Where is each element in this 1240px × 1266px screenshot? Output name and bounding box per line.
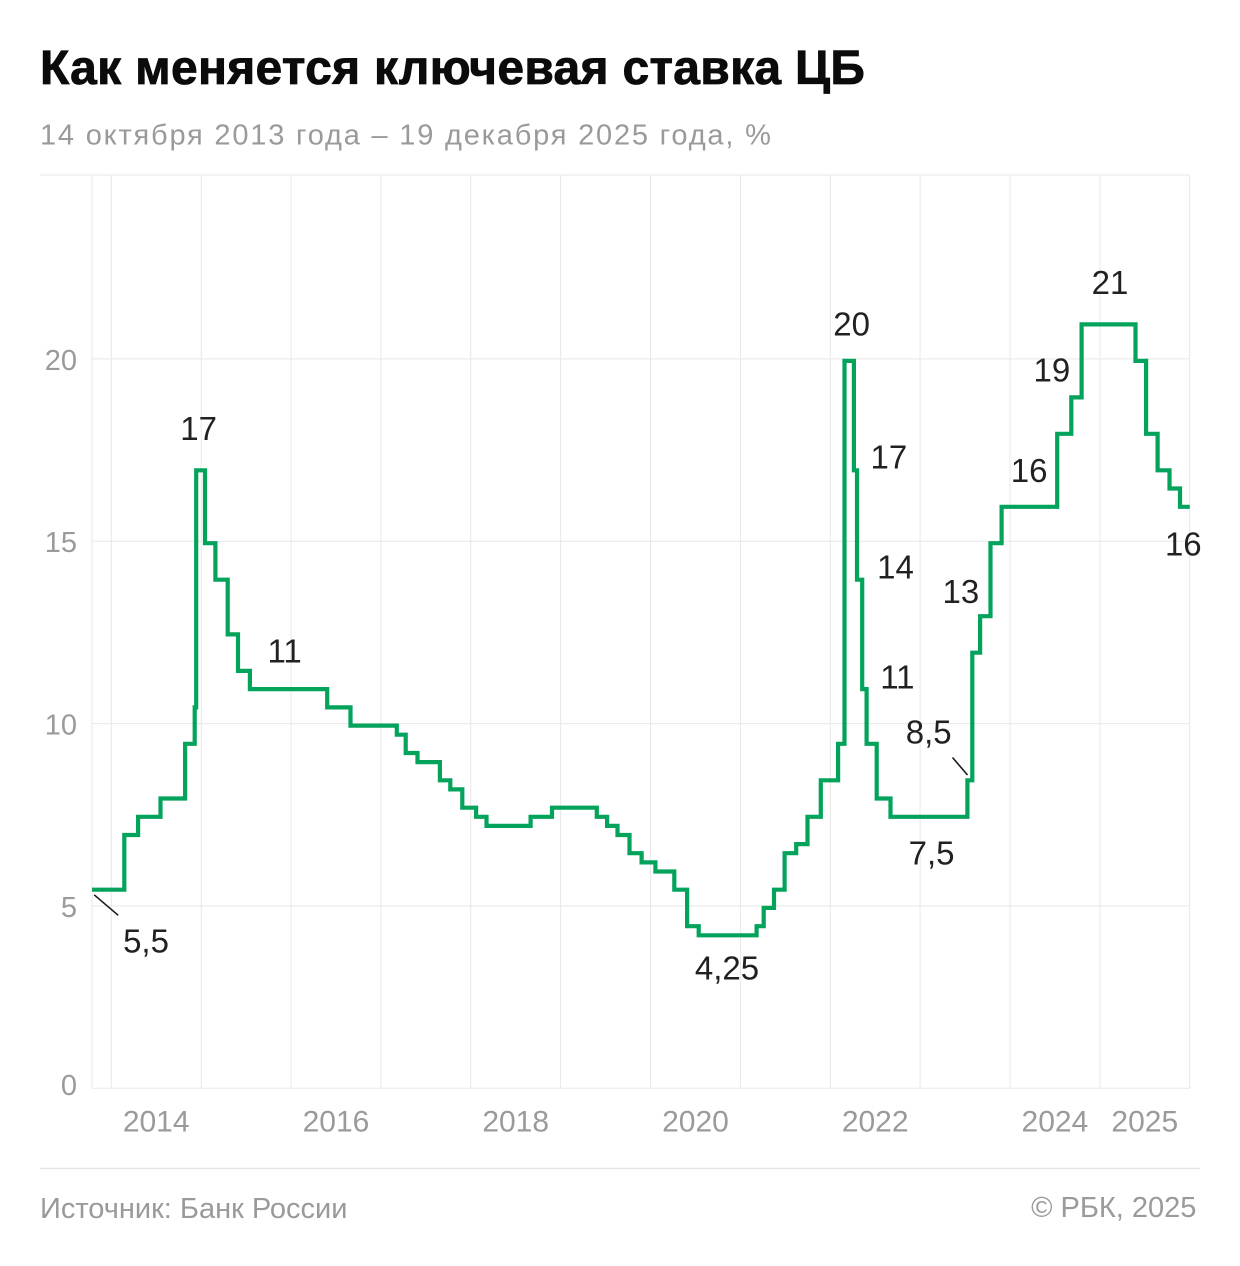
- svg-text:2018: 2018: [482, 1106, 549, 1139]
- svg-text:13: 13: [943, 573, 980, 610]
- svg-text:10: 10: [45, 710, 77, 742]
- svg-text:© РБК, 2025: © РБК, 2025: [1031, 1192, 1196, 1224]
- svg-text:2025: 2025: [1111, 1106, 1178, 1139]
- svg-text:2022: 2022: [842, 1106, 909, 1139]
- svg-text:19: 19: [1034, 351, 1071, 388]
- svg-text:5,5: 5,5: [123, 923, 169, 960]
- svg-text:21: 21: [1092, 264, 1129, 301]
- svg-text:Как меняется ключевая ставка Ц: Как меняется ключевая ставка ЦБ: [40, 42, 865, 95]
- svg-text:0: 0: [61, 1070, 77, 1102]
- svg-text:14: 14: [877, 549, 914, 586]
- svg-text:20: 20: [833, 306, 870, 343]
- svg-text:7,5: 7,5: [909, 835, 955, 872]
- svg-text:14 октября 2013 года – 19 дека: 14 октября 2013 года – 19 декабря 2025 г…: [40, 120, 773, 152]
- svg-text:20: 20: [45, 345, 77, 377]
- svg-text:2014: 2014: [123, 1106, 190, 1139]
- svg-text:2024: 2024: [1022, 1106, 1089, 1139]
- svg-text:8,5: 8,5: [906, 714, 952, 751]
- svg-text:4,25: 4,25: [695, 950, 759, 987]
- svg-text:5: 5: [61, 892, 77, 924]
- svg-text:17: 17: [180, 410, 217, 447]
- svg-text:16: 16: [1011, 452, 1048, 489]
- svg-text:Источник: Банк России: Источник: Банк России: [40, 1193, 347, 1225]
- svg-text:2020: 2020: [662, 1106, 729, 1139]
- svg-text:16: 16: [1165, 526, 1202, 563]
- svg-text:2016: 2016: [303, 1106, 370, 1139]
- svg-text:11: 11: [267, 633, 301, 670]
- svg-text:17: 17: [871, 439, 908, 476]
- svg-text:15: 15: [45, 527, 77, 559]
- svg-text:11: 11: [880, 659, 914, 696]
